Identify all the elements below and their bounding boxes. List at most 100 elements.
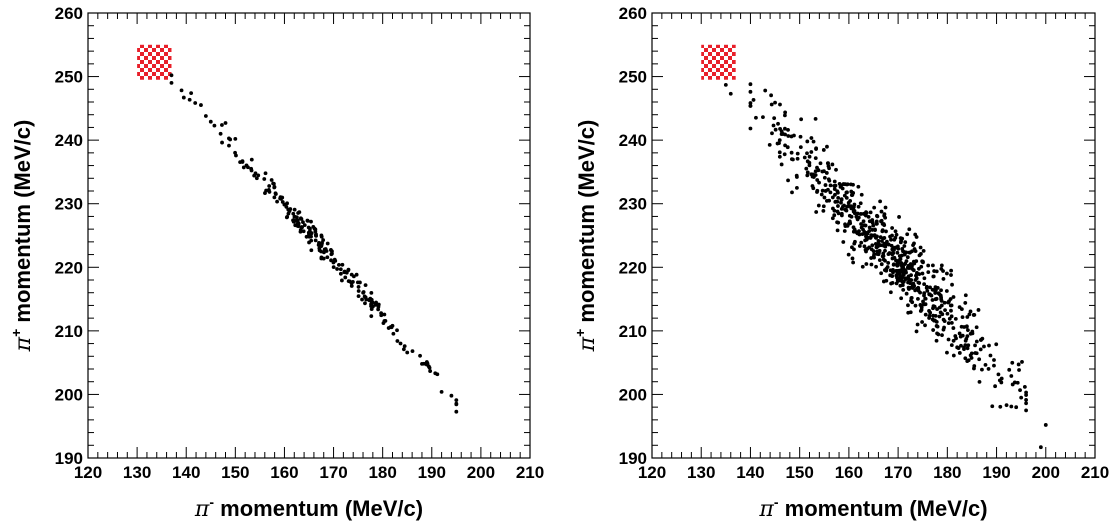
data-point: [957, 351, 962, 355]
data-point: [343, 275, 348, 280]
data-point: [1024, 408, 1028, 413]
data-point: [889, 237, 893, 242]
data-point: [921, 299, 925, 304]
data-point: [971, 313, 976, 317]
data-point: [379, 313, 384, 318]
data-point: [931, 306, 935, 311]
data-point: [976, 308, 981, 312]
data-point: [1015, 380, 1020, 385]
data-point: [272, 185, 277, 190]
data-point: [1018, 388, 1022, 393]
data-point: [883, 248, 887, 253]
data-point: [832, 183, 837, 188]
data-point: [305, 218, 310, 223]
data-point: [815, 165, 819, 170]
data-point: [939, 297, 944, 302]
data-point: [884, 229, 888, 234]
data-point: [754, 115, 758, 120]
data-point: [773, 127, 778, 132]
data-point: [317, 248, 322, 253]
data-point: [317, 240, 321, 245]
data-point: [815, 178, 820, 182]
data-point: [846, 200, 851, 205]
data-point: [851, 209, 856, 214]
data-point: [934, 269, 939, 274]
data-point: [263, 191, 267, 195]
data-point: [951, 338, 956, 343]
data-point: [815, 188, 820, 193]
data-point: [856, 204, 861, 209]
data-point: [828, 183, 833, 188]
data-point: [846, 252, 851, 257]
data-point: [349, 284, 354, 288]
data-point: [874, 221, 879, 226]
data-point: [835, 220, 839, 225]
data-point: [926, 270, 931, 275]
data-point: [836, 195, 841, 200]
data-point: [783, 126, 787, 131]
data-point: [823, 183, 828, 187]
data-point: [748, 89, 753, 94]
data-point: [356, 289, 361, 293]
data-point: [369, 307, 374, 312]
data-point: [857, 244, 862, 248]
data-point: [296, 221, 301, 226]
x-tick-label: 170: [884, 463, 912, 482]
data-point: [867, 219, 872, 224]
data-point: [972, 364, 977, 368]
data-point: [950, 282, 954, 287]
data-point: [262, 177, 267, 181]
data-point: [849, 214, 854, 219]
data-point: [828, 190, 833, 195]
data-point: [193, 101, 198, 105]
data-point: [220, 123, 224, 127]
data-point: [940, 312, 945, 317]
data-point: [286, 211, 291, 216]
data-point: [986, 367, 991, 371]
data-point: [967, 312, 972, 317]
data-point: [988, 353, 993, 358]
data-point: [840, 186, 845, 191]
data-point: [894, 232, 899, 237]
data-point: [874, 235, 878, 240]
data-point: [249, 157, 254, 162]
right-scatter-panel: 120 130 140 150 160 170 180 190 200 210 190 200 210 2…: [572, 4, 1109, 522]
x-tick-label: 180: [368, 463, 396, 482]
data-point: [906, 303, 910, 308]
data-point: [1010, 360, 1015, 365]
data-point: [1024, 393, 1028, 397]
data-point: [870, 220, 875, 225]
data-point: [786, 178, 790, 183]
data-point: [321, 238, 326, 242]
data-point: [969, 351, 974, 356]
data-point: [849, 193, 854, 198]
data-point: [777, 154, 782, 159]
data-point: [933, 314, 938, 318]
data-point: [279, 196, 283, 201]
data-point: [895, 250, 900, 255]
data-point: [778, 126, 782, 131]
data-point: [805, 170, 810, 175]
data-point: [179, 88, 184, 93]
data-point: [1007, 367, 1012, 372]
y-tick-label: 260: [55, 4, 83, 23]
data-point: [882, 236, 887, 240]
data-point: [953, 316, 958, 321]
data-point: [771, 123, 776, 128]
data-point: [949, 320, 954, 325]
left-y-axis-title: π+ momentum (MeV/c): [8, 120, 36, 353]
left-x-axis-title: π- momentum (MeV/c): [194, 494, 423, 522]
data-point: [891, 269, 895, 274]
data-point: [1010, 382, 1015, 387]
right-highlight-region: [701, 44, 736, 80]
data-point: [309, 234, 313, 239]
data-point: [904, 291, 909, 296]
data-point: [763, 88, 768, 93]
data-point: [890, 274, 895, 278]
data-point: [992, 363, 996, 368]
data-point: [890, 226, 895, 230]
data-point: [921, 302, 926, 307]
data-point: [964, 324, 969, 329]
data-point: [836, 204, 840, 208]
data-point: [930, 298, 935, 302]
